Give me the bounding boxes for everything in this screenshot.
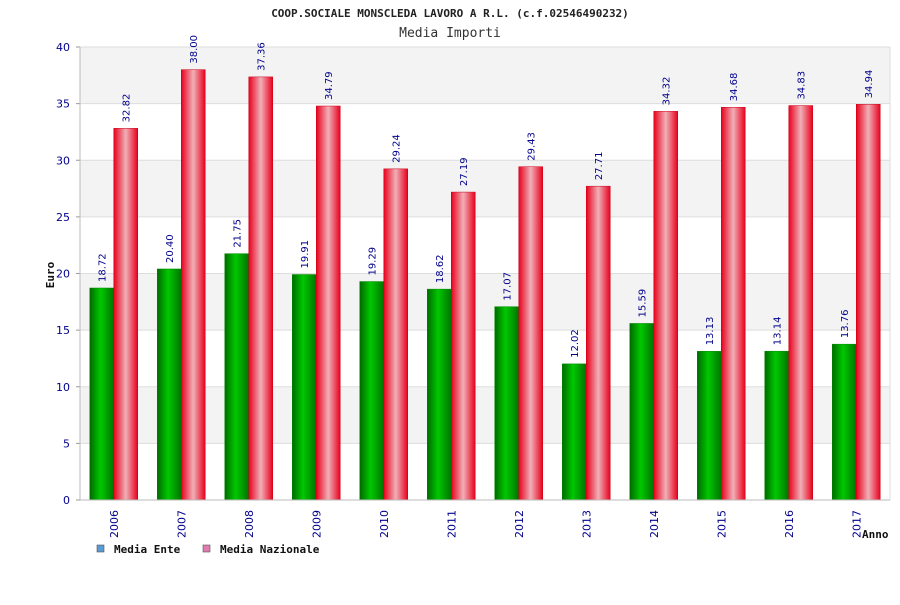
- x-tick-label: 2006: [108, 510, 121, 538]
- legend-swatch-media-nazionale: [202, 544, 211, 553]
- x-tick-label: 2010: [378, 510, 391, 538]
- x-tick-label: 2013: [580, 510, 593, 538]
- data-label: 29.43: [527, 132, 538, 161]
- bar-media-ente: [292, 274, 317, 501]
- data-label: 29.24: [392, 134, 403, 163]
- plot-band: [80, 443, 890, 500]
- plot-band: [80, 330, 890, 387]
- bar-media-ente: [494, 306, 519, 501]
- y-tick-label: 35: [56, 98, 70, 111]
- x-tick-label: 2011: [445, 510, 458, 538]
- plot-band: [80, 216, 890, 274]
- x-tick-label: 2012: [513, 510, 526, 538]
- legend: Media Ente Media Nazionale: [96, 543, 320, 556]
- chart-subtitle: Media Importi: [399, 26, 501, 41]
- y-tick-label: 30: [56, 154, 70, 167]
- plot-band: [80, 47, 890, 104]
- data-label: 12.02: [570, 329, 581, 358]
- bar-media-ente: [89, 287, 114, 501]
- bar-media-ente: [764, 350, 789, 501]
- data-label: 13.13: [705, 317, 716, 346]
- x-tick-label: 2008: [243, 510, 256, 538]
- data-label: 18.62: [435, 254, 446, 283]
- data-label: 15.59: [638, 289, 649, 318]
- x-tick-label: 2014: [648, 510, 661, 538]
- bar-media-ente: [629, 323, 654, 501]
- data-label: 34.68: [729, 73, 740, 102]
- y-tick-label: 10: [56, 381, 70, 394]
- data-label: 17.07: [503, 272, 514, 301]
- x-tick-label: 2015: [715, 510, 728, 538]
- bar-media-ente: [832, 343, 857, 501]
- data-label: 34.79: [324, 71, 335, 100]
- y-tick-label: 40: [56, 41, 70, 54]
- data-label: 27.19: [459, 157, 470, 186]
- y-tick-label: 0: [63, 494, 70, 507]
- bar-media-nazionale: [721, 106, 746, 501]
- bar-media-ente: [427, 288, 452, 501]
- x-tick-label: 2007: [175, 510, 188, 538]
- data-label: 38.00: [189, 35, 200, 64]
- data-label: 37.36: [257, 42, 268, 71]
- bar-media-nazionale: [653, 111, 678, 501]
- bar-media-nazionale: [181, 69, 206, 501]
- plot-band: [80, 273, 890, 331]
- legend-swatch-media-ente: [96, 544, 105, 553]
- bars: 18.72 32.82 20.40 38.00 21.75 37.36 19.91 34.79…: [89, 35, 881, 501]
- x-tick-label: 2017: [850, 510, 863, 538]
- plot-band: [80, 160, 890, 217]
- data-label: 34.83: [797, 71, 808, 100]
- x-tick-label: 2009: [310, 510, 323, 538]
- data-label: 13.14: [773, 317, 784, 346]
- bar-media-ente: [562, 363, 587, 501]
- bar-media-nazionale: [788, 105, 813, 501]
- plot-band: [80, 386, 890, 444]
- bar-media-nazionale: [316, 105, 341, 501]
- bar-media-ente: [224, 253, 249, 501]
- y-tick-label: 15: [56, 324, 70, 337]
- plot-background: [80, 47, 890, 500]
- bar-media-nazionale: [518, 166, 543, 501]
- bar-media-ente: [697, 351, 722, 501]
- bar-media-nazionale: [451, 191, 476, 501]
- data-label: 13.76: [840, 310, 851, 339]
- x-axis-label: Anno: [862, 528, 889, 541]
- bar-media-nazionale: [856, 104, 881, 501]
- x-axis: 2006 2007 2008 2009 2010 2011 2012 2013 2014 2015…: [80, 499, 890, 538]
- data-label: 34.94: [864, 70, 875, 99]
- chart-title: COOP.SOCIALE MONSCLEDA LAVORO A R.L. (c.…: [271, 7, 629, 20]
- y-axis: 0 5 10 15 20 25 30 35 40: [56, 41, 891, 507]
- data-label: 27.71: [594, 152, 605, 181]
- x-tick-label: 2016: [783, 510, 796, 538]
- bar-media-nazionale: [586, 185, 611, 501]
- bar-media-ente: [359, 281, 384, 501]
- y-axis-label: Euro: [44, 261, 57, 288]
- y-tick-label: 5: [63, 437, 70, 450]
- data-label: 19.91: [300, 240, 311, 269]
- data-label: 32.82: [122, 94, 133, 123]
- bar-media-nazionale: [383, 168, 408, 501]
- y-tick-label: 20: [56, 268, 70, 281]
- data-label: 18.72: [98, 253, 109, 282]
- legend-label-media-ente: Media Ente: [114, 543, 181, 556]
- plot-band: [80, 103, 890, 161]
- data-label: 19.29: [368, 247, 379, 276]
- bar-media-nazionale: [113, 128, 138, 501]
- data-label: 21.75: [233, 219, 244, 248]
- legend-label-media-nazionale: Media Nazionale: [220, 543, 320, 556]
- bar-media-nazionale: [248, 76, 273, 501]
- bar-media-ente: [157, 268, 182, 501]
- data-label: 34.32: [662, 77, 673, 106]
- data-label: 20.40: [165, 234, 176, 263]
- y-tick-label: 25: [56, 211, 70, 224]
